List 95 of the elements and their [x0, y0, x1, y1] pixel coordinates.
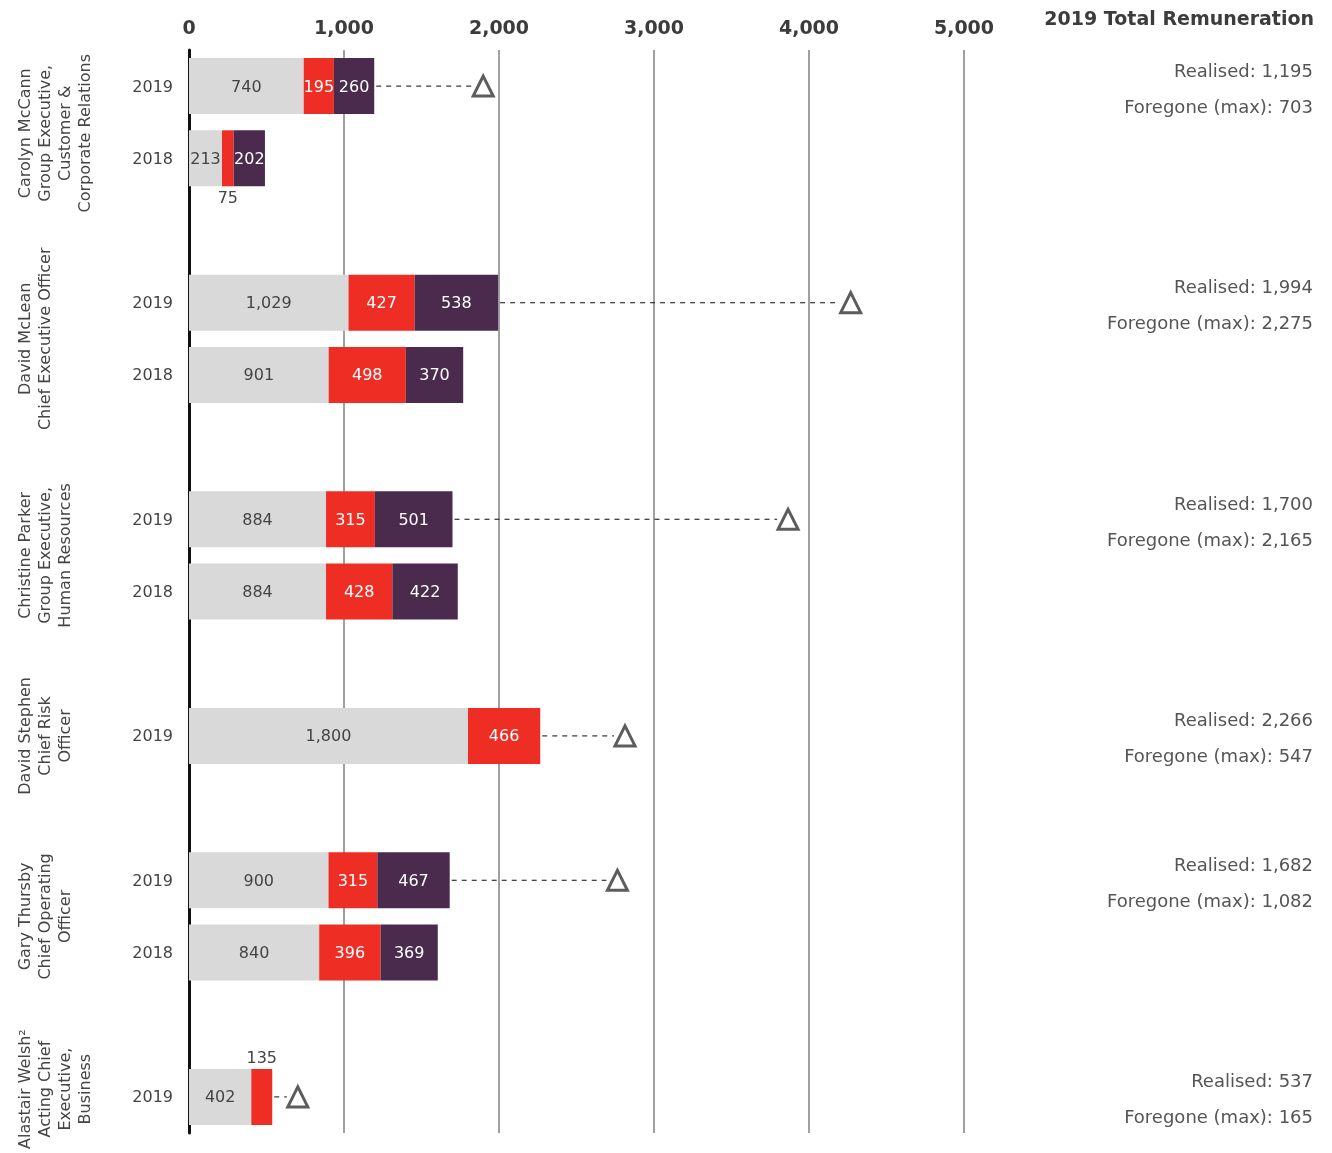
y-tick-label: 2018: [132, 943, 173, 962]
data-label: 884: [242, 582, 273, 601]
data-label: 135: [246, 1048, 278, 1068]
data-label: 900: [243, 870, 275, 890]
x-tick-label: 4,000: [778, 15, 840, 38]
text: 2019 Total Remuneration: [1044, 6, 1314, 29]
y-tick-label: 2018: [132, 148, 173, 168]
y-tick-label: 2019: [132, 726, 173, 746]
point: [605, 868, 629, 892]
data-label: 427: [366, 293, 397, 313]
x-tick-label: 2,000: [468, 15, 530, 38]
data-label: 466: [488, 726, 520, 746]
bar: [328, 346, 406, 403]
data-label: 260: [338, 76, 370, 96]
point: [613, 724, 637, 748]
y-tick-label: 2019: [132, 1087, 173, 1107]
y-tick-label: 2019: [132, 293, 173, 313]
bar: [189, 58, 304, 115]
text: Realised: 1,994: [1174, 276, 1313, 298]
text: Carolyn McCann Group Executive, Customer & Corporate Relations: [14, 54, 94, 213]
text: David McLean Chief Executive Officer: [14, 247, 54, 431]
text: Foregone (max): 703: [1124, 95, 1313, 117]
x-tick-label: 3,000: [623, 15, 685, 38]
data-label: 538: [441, 293, 472, 313]
y-tick-label: 2019: [132, 509, 173, 529]
text: Foregone (max): 547: [1124, 745, 1313, 767]
point: [471, 74, 495, 98]
data-label: 498: [351, 365, 383, 385]
bar: [405, 346, 464, 403]
point: [776, 507, 800, 531]
data-label: 884: [242, 509, 273, 529]
bar: [333, 58, 375, 115]
y-tick-label: 2019: [132, 76, 173, 96]
y-tick-label: 2018: [132, 582, 173, 601]
bar: [468, 707, 541, 764]
data-label: 402: [204, 1087, 236, 1107]
data-label: 840: [238, 943, 270, 962]
bar: [348, 274, 415, 331]
text: Realised: 1,700: [1174, 492, 1313, 514]
bar: [414, 274, 499, 331]
x-tick-label: 0: [182, 15, 196, 38]
data-label: 370: [419, 365, 450, 385]
bar: [377, 852, 450, 909]
data-label: 195: [303, 76, 335, 96]
text: Gary Thursby Chief Operating Officer: [14, 853, 74, 980]
data-label: 1,800: [305, 726, 352, 746]
bar: [392, 563, 458, 620]
bar: [251, 1068, 273, 1125]
text: Realised: 1,195: [1174, 59, 1313, 81]
data-label: 213: [190, 148, 221, 168]
data-label: 901: [243, 365, 275, 385]
bar: [380, 924, 438, 981]
y-tick-label: 2019: [132, 870, 173, 890]
text: David Stephen Chief Risk Officer: [14, 676, 74, 795]
data-label: 202: [234, 148, 265, 168]
bar: [189, 346, 329, 403]
text: Foregone (max): 2,165: [1106, 528, 1313, 550]
bar: [189, 1068, 252, 1125]
bar: [326, 491, 375, 548]
bar: [222, 130, 234, 187]
bar: [189, 852, 329, 909]
y-tick-label: 2018: [132, 365, 173, 385]
text: Realised: 2,266: [1174, 709, 1313, 731]
bar: [326, 563, 393, 620]
bar: [189, 924, 320, 981]
text: Foregone (max): 2,275: [1106, 312, 1313, 334]
bar: [189, 491, 327, 548]
text: Foregone (max): 165: [1124, 1106, 1313, 1128]
text: Realised: 537: [1191, 1070, 1313, 1092]
data-label: 467: [398, 870, 429, 890]
text: Alastair Welsh² Acting Chief Executive, Business: [14, 1029, 94, 1149]
data-label: 428: [343, 582, 375, 601]
bar: [189, 563, 327, 620]
bar: [189, 130, 223, 187]
data-label: 396: [334, 943, 366, 962]
x-tick-label: 1,000: [313, 15, 375, 38]
data-label: 369: [393, 943, 425, 962]
bar: [319, 924, 381, 981]
data-label: 75: [217, 187, 239, 207]
bar: [189, 274, 349, 331]
data-label: 740: [231, 76, 262, 96]
bar: [374, 491, 453, 548]
data-label: 422: [409, 582, 441, 601]
data-label: 315: [335, 509, 366, 529]
text: Realised: 1,682: [1174, 853, 1313, 875]
data-label: 1,029: [245, 293, 292, 313]
point: [286, 1085, 310, 1109]
data-label: 501: [398, 509, 429, 529]
data-label: 315: [337, 870, 369, 890]
bar: [189, 707, 468, 764]
point: [839, 291, 863, 315]
text: Christine Parker Group Executive, Human Resources: [14, 483, 74, 628]
x-tick-label: 5,000: [933, 15, 995, 38]
bar: [328, 852, 378, 909]
text: Foregone (max): 1,082: [1106, 889, 1313, 911]
